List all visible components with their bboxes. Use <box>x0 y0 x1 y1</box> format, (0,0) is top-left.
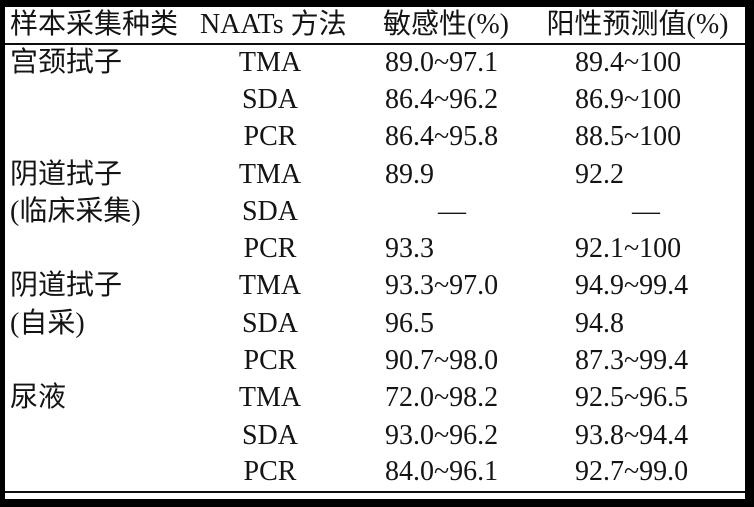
table-row: SDA 93.0~96.2 93.8~94.4 <box>5 417 745 454</box>
ppv-cell: 92.2 <box>575 158 624 190</box>
sample-type-cell <box>5 417 200 454</box>
sensitivity-cell: 72.0~98.2 <box>385 382 499 414</box>
sensitivity-cell: 89.9 <box>385 158 434 190</box>
method-cell: SDA <box>241 307 298 339</box>
sensitivity-cell: 89.0~97.1 <box>385 47 499 79</box>
table-row: SDA 86.4~96.2 86.9~100 <box>5 81 745 118</box>
sample-type-cell <box>5 81 200 118</box>
sensitivity-cell: 86.4~95.8 <box>385 121 499 153</box>
table-row: PCR 84.0~96.1 92.7~99.0 <box>5 454 745 491</box>
ppv-cell: 92.7~99.0 <box>575 456 689 488</box>
ppv-cell: 92.1~100 <box>575 233 682 265</box>
table-row: PCR 86.4~95.8 88.5~100 <box>5 119 745 156</box>
table-row: 尿液 TMA 72.0~98.2 92.5~96.5 <box>5 380 745 417</box>
sample-type-cell: (自采) <box>10 307 85 339</box>
sample-type-cell <box>5 119 200 156</box>
sample-type-cell: 阴道拭子 <box>10 270 123 302</box>
sample-type-cell: 宫颈拭子 <box>10 47 123 79</box>
method-cell: SDA <box>241 419 298 451</box>
method-cell: TMA <box>238 158 302 190</box>
ppv-cell: 94.9~99.4 <box>575 270 689 302</box>
table-row: (自采) SDA 96.5 94.8 <box>5 305 745 342</box>
naats-results-table: 样本采集种类 NAATs 方法 敏感性(%) 阳性预测值(%) 宫颈拭子 TMA… <box>5 7 745 493</box>
method-cell: PCR <box>243 121 297 153</box>
column-header-ppv: 阳性预测值(%) <box>530 7 745 45</box>
ppv-cell: 93.8~94.4 <box>575 419 689 451</box>
ppv-cell: — <box>632 195 660 227</box>
method-cell: TMA <box>238 382 302 414</box>
sensitivity-cell: 96.5 <box>385 307 434 339</box>
table-row: (临床采集) SDA — — <box>5 193 745 230</box>
sample-type-cell <box>5 454 200 491</box>
ppv-cell: 94.8 <box>575 307 624 339</box>
sample-type-cell <box>5 342 200 379</box>
method-cell: SDA <box>241 195 298 227</box>
column-header-sensitivity: 敏感性(%) <box>340 7 530 45</box>
ppv-cell: 88.5~100 <box>575 121 682 153</box>
sensitivity-cell: 86.4~96.2 <box>385 83 499 115</box>
table-row: 宫颈拭子 TMA 89.0~97.1 89.4~100 <box>5 44 745 81</box>
header-row: 样本采集种类 NAATs 方法 敏感性(%) 阳性预测值(%) <box>5 7 745 45</box>
method-cell: SDA <box>241 83 298 115</box>
method-cell: TMA <box>238 47 302 79</box>
sample-type-cell: (临床采集) <box>10 195 141 227</box>
table-row: 阴道拭子 TMA 89.9 92.2 <box>5 156 745 193</box>
method-cell: TMA <box>238 270 302 302</box>
sample-type-cell <box>5 230 200 267</box>
ppv-cell: 92.5~96.5 <box>575 382 689 414</box>
sensitivity-cell: 84.0~96.1 <box>385 456 499 488</box>
ppv-cell: 89.4~100 <box>575 47 682 79</box>
table-row: PCR 93.3 92.1~100 <box>5 230 745 267</box>
sensitivity-cell: 93.3~97.0 <box>385 270 499 302</box>
method-cell: PCR <box>243 456 297 488</box>
sensitivity-cell: 90.7~98.0 <box>385 345 499 377</box>
table-row: 阴道拭子 TMA 93.3~97.0 94.9~99.4 <box>5 268 745 305</box>
sample-type-cell: 尿液 <box>10 382 67 414</box>
sensitivity-cell: 93.3 <box>385 233 434 265</box>
method-cell: PCR <box>243 233 297 265</box>
sample-type-cell: 阴道拭子 <box>10 158 123 190</box>
sensitivity-cell: 93.0~96.2 <box>385 419 499 451</box>
table-row: PCR 90.7~98.0 87.3~99.4 <box>5 342 745 379</box>
column-header-method: NAATs 方法 <box>200 7 347 45</box>
method-cell: PCR <box>243 345 297 377</box>
column-header-sample-type: 样本采集种类 <box>5 7 200 45</box>
sensitivity-cell: — <box>438 195 466 227</box>
ppv-cell: 87.3~99.4 <box>575 345 689 377</box>
ppv-cell: 86.9~100 <box>575 83 682 115</box>
